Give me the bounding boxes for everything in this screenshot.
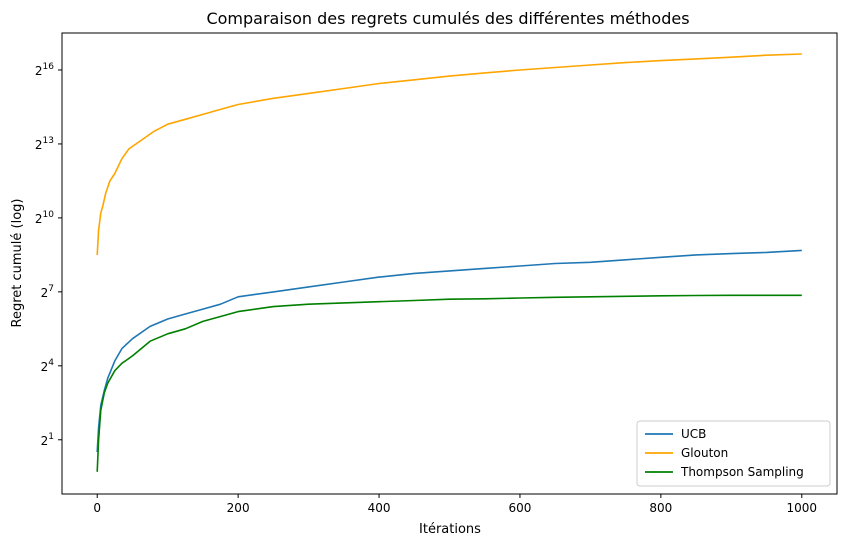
y-tick-exponent: 7	[48, 284, 54, 294]
chart-title: Comparaison des regrets cumulés des diff…	[206, 9, 689, 28]
y-tick-label: 24	[41, 358, 55, 374]
y-tick-exponent: 13	[43, 136, 54, 146]
y-tick-base: 2	[41, 360, 49, 374]
y-tick-exponent: 10	[43, 210, 55, 220]
y-tick-label: 216	[35, 62, 54, 78]
y-tick-base: 2	[41, 434, 49, 448]
x-tick-label: 800	[649, 501, 672, 515]
y-tick-base: 2	[41, 286, 49, 300]
legend-label-2: Thompson Sampling	[680, 465, 804, 479]
y-tick-base: 2	[35, 138, 43, 152]
y-tick-exponent: 16	[43, 62, 55, 72]
y-tick-label: 21	[41, 432, 54, 448]
series-line-1	[96, 53, 802, 255]
x-tick-label: 400	[368, 501, 391, 515]
legend-label-1: Glouton	[681, 446, 728, 460]
y-tick-exponent: 4	[48, 358, 54, 368]
x-tick-label: 0	[93, 501, 101, 515]
y-tick-label: 27	[41, 284, 54, 300]
x-tick-label: 600	[509, 501, 532, 515]
y-tick-label: 213	[35, 136, 54, 152]
y-axis-label: Regret cumulé (log)	[10, 199, 25, 328]
legend-box	[636, 420, 831, 487]
x-tick-label: 1000	[786, 501, 817, 515]
y-tick-base: 2	[35, 212, 43, 226]
x-axis-label: Itérations	[419, 522, 481, 537]
series-line-2	[96, 294, 802, 472]
legend: UCB Glouton Thompson Sampling	[636, 420, 831, 487]
y-tick-label: 210	[35, 210, 54, 226]
series-layer	[96, 53, 802, 472]
y-tick-exponent: 1	[48, 432, 54, 442]
legend-label-0: UCB	[681, 427, 706, 441]
x-tick-label: 200	[227, 501, 250, 515]
plot-frame	[61, 32, 838, 495]
x-axis-ticks: 0 200 400 600 800 1000	[93, 494, 817, 515]
series-line-0	[96, 249, 802, 453]
y-tick-base: 2	[35, 64, 43, 78]
